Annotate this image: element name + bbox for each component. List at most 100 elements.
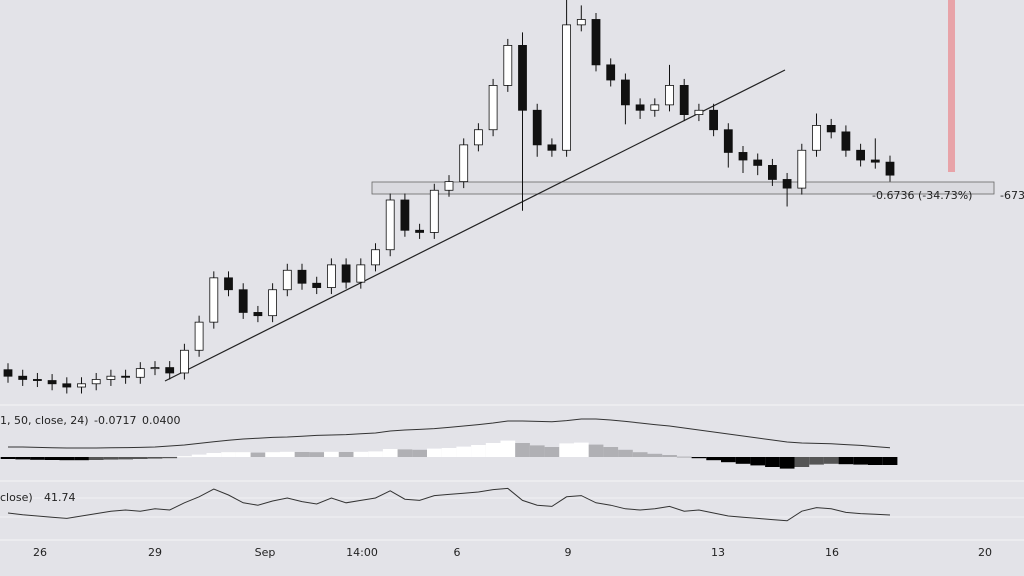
- support-zone: [371, 181, 995, 195]
- candle-up: [194, 321, 204, 351]
- macd-bar: [265, 452, 280, 457]
- time-label: 6: [454, 546, 461, 559]
- macd-bar: [382, 449, 398, 457]
- candle-up: [797, 149, 807, 189]
- macd-bar: [603, 447, 619, 457]
- candles: [3, 0, 895, 394]
- macd-bar: [177, 456, 192, 458]
- macd-bar: [794, 457, 810, 467]
- trend-line: [164, 69, 786, 382]
- macd-bar: [191, 454, 207, 457]
- macd-bar: [618, 449, 633, 457]
- candle-down: [400, 199, 410, 231]
- time-label: Sep: [255, 546, 276, 559]
- candle-down: [738, 152, 748, 161]
- candle-up: [77, 383, 86, 388]
- candle-down: [856, 149, 865, 161]
- macd-bar: [779, 457, 795, 469]
- macd-bar: [809, 457, 824, 465]
- macd-bar: [118, 457, 133, 460]
- candle-down: [679, 85, 689, 115]
- candle-up: [91, 379, 101, 385]
- candle-down: [841, 131, 851, 151]
- candle-down: [297, 269, 307, 284]
- candle-up: [488, 85, 498, 131]
- macd-value: -0.0717: [94, 414, 136, 427]
- candle-down: [341, 264, 351, 283]
- candle-up: [135, 368, 145, 378]
- zone-label: -0.6736 (-34.73%): [872, 189, 972, 202]
- macd-bar: [853, 457, 868, 465]
- candle-down: [312, 282, 322, 288]
- macd-bar: [88, 457, 104, 460]
- candle-up: [576, 19, 586, 26]
- candle-down: [224, 277, 233, 291]
- candle-up: [503, 45, 513, 86]
- candle-up: [282, 269, 292, 291]
- macd-value: 0.0400: [142, 414, 181, 427]
- macd-bar: [59, 457, 75, 461]
- macd-bar: [353, 451, 369, 457]
- macd-bar: [427, 448, 442, 457]
- macd-bar: [676, 456, 692, 458]
- candle-up: [562, 24, 571, 151]
- macd-bar: [397, 449, 413, 457]
- candle-down: [253, 312, 263, 317]
- candle-up: [444, 181, 454, 191]
- time-label: 14:00: [346, 546, 378, 559]
- candle-up: [473, 129, 483, 146]
- candle-down: [532, 109, 542, 146]
- macd-bar: [691, 457, 707, 459]
- macd-bar: [823, 457, 839, 464]
- candle-up: [665, 85, 674, 106]
- candle-down: [723, 129, 733, 153]
- macd-bar: [529, 445, 545, 457]
- macd-bar: [133, 457, 148, 459]
- candle-down: [18, 375, 28, 380]
- macd-bar: [500, 440, 516, 457]
- macd-label: 1, 50, close, 24): [0, 414, 89, 427]
- macd-bar: [250, 452, 266, 457]
- macd-bar: [868, 457, 883, 465]
- rsi-value: 41.74: [44, 491, 76, 504]
- macd-bar: [559, 443, 574, 457]
- candle-up: [650, 104, 660, 111]
- candle-down: [3, 369, 13, 377]
- candle-down: [606, 64, 616, 81]
- macd-bar: [309, 452, 325, 457]
- macd-bar: [15, 457, 31, 460]
- candle-down: [238, 289, 248, 313]
- time-label: 13: [711, 546, 725, 559]
- time-label: 16: [825, 546, 839, 559]
- macd-bar: [0, 457, 16, 459]
- macd-bar: [632, 452, 648, 457]
- macd-bar: [294, 452, 310, 457]
- candle-up: [268, 289, 278, 317]
- macd-bar: [765, 457, 780, 467]
- candle-down: [635, 104, 645, 111]
- candle-down: [870, 159, 880, 163]
- macd-bar: [456, 446, 472, 457]
- macd-bar: [574, 442, 589, 457]
- macd-bar: [44, 457, 60, 460]
- macd-bar: [206, 453, 222, 457]
- candle-down: [709, 109, 718, 131]
- time-label: 20: [978, 546, 992, 559]
- candle-down: [121, 375, 130, 378]
- candle-up: [356, 264, 366, 283]
- macd-bar: [735, 457, 751, 464]
- candle-down: [885, 161, 895, 176]
- macd-bar: [485, 443, 501, 457]
- candle-up: [326, 264, 336, 288]
- candle-down: [782, 179, 792, 189]
- zone-label-cut: -673: [1000, 189, 1024, 202]
- macd-bar: [647, 453, 663, 457]
- macd-bar: [544, 447, 560, 457]
- macd-bar: [412, 449, 427, 457]
- macd-bar: [721, 457, 736, 463]
- macd-bar: [147, 457, 163, 459]
- macd-bar: [515, 443, 530, 457]
